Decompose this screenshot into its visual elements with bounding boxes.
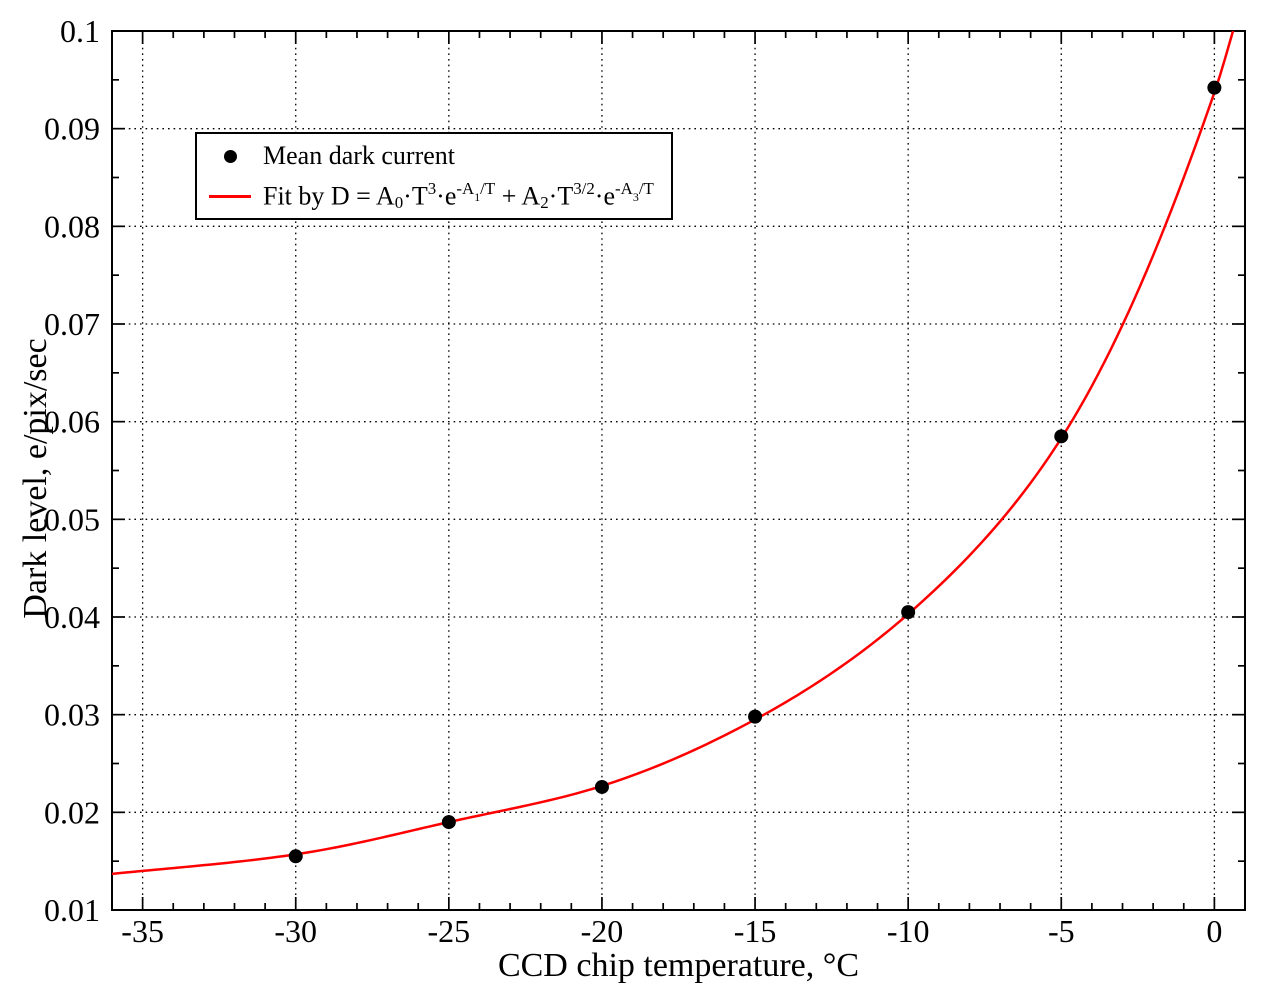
fit-line-icon	[209, 194, 251, 198]
legend-entry-mean-dark-current: Mean dark current	[197, 136, 671, 176]
formula-segment: ·T	[403, 181, 428, 211]
x-tick-label: -30	[274, 913, 317, 949]
data-point	[288, 849, 303, 864]
formula-segment: 1	[474, 189, 481, 204]
x-tick-label: -15	[734, 913, 777, 949]
data-point	[1054, 429, 1069, 444]
formula-segment: 3	[632, 189, 639, 204]
formula-segment: ·e	[594, 181, 615, 211]
data-point	[901, 605, 916, 620]
formula-segment: /T	[638, 178, 654, 198]
x-tick-label: -25	[428, 913, 471, 949]
legend-box: Mean dark current Fit by D = A0·T3·e-A1/…	[195, 132, 673, 220]
y-tick-label: 0.04	[44, 599, 100, 635]
y-tick-label: 0.03	[44, 697, 100, 733]
data-point	[748, 709, 763, 724]
line-marker-sample	[197, 194, 263, 198]
y-tick-label: 0.09	[44, 111, 100, 147]
y-axis-title: Dark level, e/pix/sec	[17, 338, 54, 618]
y-tick-label: 0.1	[60, 13, 100, 49]
legend-label-mean-dark-current: Mean dark current	[263, 141, 456, 170]
formula-segment: 3	[427, 178, 437, 198]
x-tick-label: 0	[1206, 913, 1222, 949]
y-tick-label: 0.02	[44, 794, 100, 830]
x-tick-label: -20	[581, 913, 624, 949]
legend-label-fit-formula: Fit by D = A0·T3·e-A1/T + A2·T3/2·e-A3/T	[263, 179, 654, 213]
data-point	[441, 815, 456, 830]
formula-segment: ·e	[436, 181, 457, 211]
formula-segment: 2	[540, 193, 549, 213]
filled-circle-icon	[223, 149, 237, 163]
formula-segment: -A	[615, 178, 633, 198]
y-tick-label: 0.07	[44, 306, 100, 342]
formula-segment: + A	[495, 181, 541, 211]
x-tick-label: -5	[1048, 913, 1075, 949]
x-axis-title: CCD chip temperature, °C	[498, 947, 859, 984]
y-tick-label: 0.01	[44, 892, 100, 928]
formula-segment: Fit by D = A	[263, 181, 395, 211]
y-tick-label: 0.08	[44, 208, 100, 244]
formula-segment: ·T	[548, 181, 574, 211]
data-point	[594, 779, 609, 794]
y-tick-label: 0.05	[44, 501, 100, 537]
formula-segment: 0	[394, 193, 404, 213]
scatter-marker-sample	[197, 149, 263, 163]
y-tick-label: 0.06	[44, 404, 100, 440]
formula-segment: -A	[456, 178, 475, 198]
x-tick-label: -10	[887, 913, 930, 949]
legend-entry-fit: Fit by D = A0·T3·e-A1/T + A2·T3/2·e-A3/T	[197, 176, 671, 216]
x-tick-label: -35	[121, 913, 164, 949]
formula-segment: 3/2	[573, 178, 595, 198]
formula-segment: /T	[480, 178, 496, 198]
data-point	[1207, 80, 1222, 95]
